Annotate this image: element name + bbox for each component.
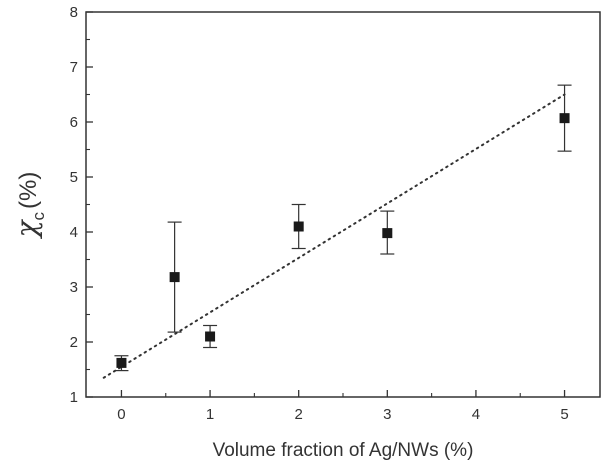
x-tick-label: 1 (206, 406, 214, 423)
plot-frame (85, 11, 601, 398)
x-tick-label: 3 (383, 406, 391, 423)
x-tick-label: 4 (472, 406, 480, 423)
y-axis-label-subscript: c (29, 211, 48, 220)
fit-line (102, 93, 566, 379)
x-axis-ticks: 0 1 2 3 4 5 (117, 390, 569, 423)
x-axis-label: Volume fraction of Ag/NWs (%) (213, 440, 474, 461)
data-markers (116, 113, 570, 368)
x-tick-label: 5 (560, 406, 568, 423)
y-axis-label-unit: (%) (15, 172, 42, 209)
y-tick-label: 4 (70, 224, 78, 241)
x-tick-label: 2 (295, 406, 303, 423)
y-axis-label-symbol: χ (10, 218, 43, 239)
data-point-marker (116, 357, 127, 368)
data-point-marker (382, 228, 393, 239)
y-axis-ticks: 1 2 3 4 5 6 7 8 (70, 4, 93, 406)
y-axis-label: χc (%) (10, 172, 48, 240)
y-tick-label: 5 (70, 169, 78, 186)
data-point-marker (293, 221, 304, 232)
data-point-marker (205, 331, 216, 342)
y-tick-label: 8 (70, 4, 78, 21)
y-tick-label: 1 (70, 389, 78, 406)
data-point-marker (559, 113, 570, 124)
x-tick-label: 0 (117, 406, 125, 423)
data-point-marker (169, 272, 180, 283)
y-tick-label: 7 (70, 59, 78, 76)
y-tick-label: 6 (70, 114, 78, 131)
error-bars (114, 84, 572, 372)
y-tick-label: 3 (70, 279, 78, 296)
y-tick-label: 2 (70, 334, 78, 351)
fit-line-path (102, 93, 566, 379)
